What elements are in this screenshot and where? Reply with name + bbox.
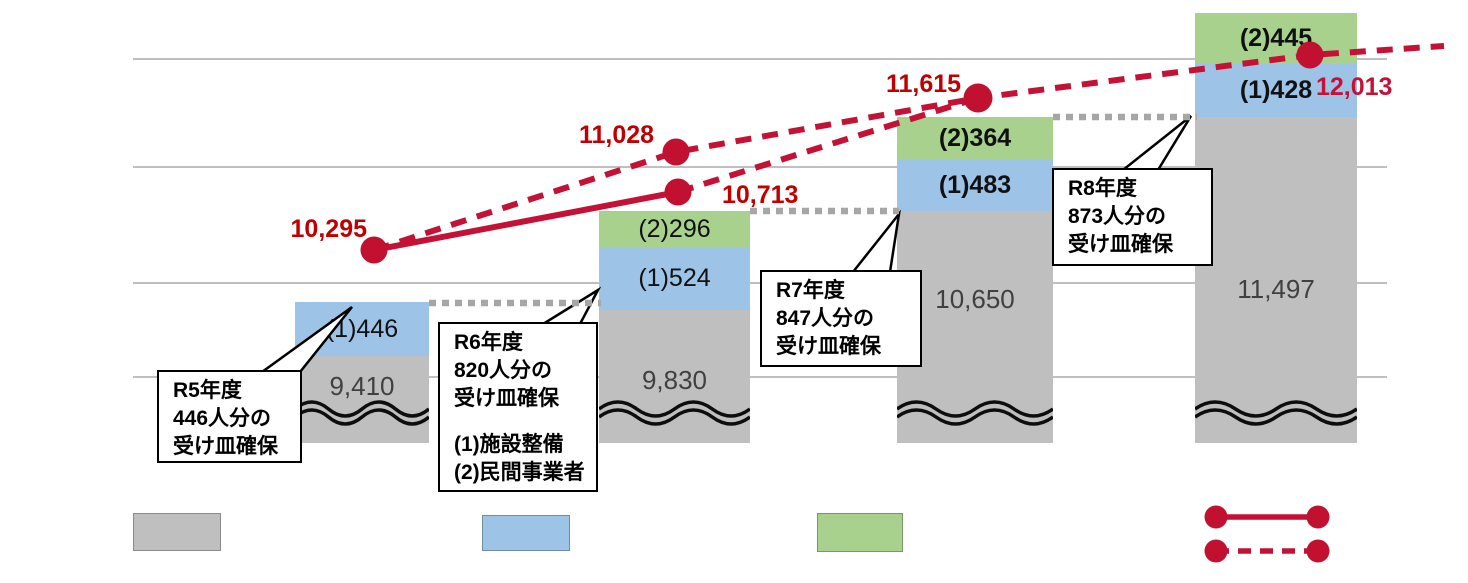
- solid-trend-line: [373, 189, 679, 253]
- callout-line: 受け皿確保: [1068, 233, 1173, 256]
- callout-line: 873人分の: [1068, 205, 1167, 228]
- data-point-dot: [963, 83, 993, 113]
- callout-r5: R5年度 446人分の 受け皿確保: [157, 370, 302, 463]
- callout-note: (2)民間事業者: [454, 461, 585, 484]
- legend-green-swatch: [817, 513, 903, 552]
- callout-line: 446人分の: [173, 407, 272, 430]
- callout-line: R5年度: [173, 379, 242, 402]
- data-point-dot: [360, 236, 388, 264]
- segment-label: (2)364: [938, 123, 1012, 152]
- axis-break-icon: [1195, 400, 1357, 426]
- data-point-dot: [662, 138, 690, 166]
- legend-gray-swatch: [133, 513, 221, 551]
- bar-r6-green-segment: (2)296: [599, 211, 750, 247]
- callout-r6: R6年度 820人分の 受け皿確保 (1)施設整備 (2)民間事業者: [438, 322, 598, 492]
- callout-line: 受け皿確保: [173, 435, 278, 458]
- axis-break-icon: [295, 400, 429, 426]
- bar-r8-blue-segment: (1)428: [1195, 64, 1357, 117]
- data-point-dot: [664, 178, 692, 206]
- callout-r7: R7年度 847人分の 受け皿確保: [760, 270, 922, 367]
- callout-line: 820人分の: [454, 359, 553, 382]
- bar-r7-blue-segment: (1)483: [897, 159, 1053, 211]
- callout-line: 受け皿確保: [776, 335, 881, 358]
- bar-r7-green-segment: (2)364: [897, 117, 1053, 159]
- callout-line: R8年度: [1068, 177, 1137, 200]
- bar-r8-gray-segment: 11,497: [1195, 117, 1357, 443]
- callout-r8: R8年度 873人分の 受け皿確保: [1052, 168, 1213, 266]
- bar-r5-gray-segment: 9,410: [295, 356, 429, 443]
- segment-label: (1)428: [1239, 76, 1313, 104]
- line-value-label: 10,713: [722, 181, 799, 209]
- data-point-dot: [1296, 41, 1324, 69]
- segment-label: (1)483: [938, 170, 1012, 199]
- bar-total-label: 10,650: [935, 284, 1015, 314]
- bar-total-label: 11,497: [1237, 274, 1315, 304]
- axis-break-icon: [897, 400, 1053, 426]
- legend-blue-swatch: [482, 515, 570, 551]
- segment-label: (1)524: [638, 264, 711, 292]
- callout-note: (1)施設整備: [454, 433, 564, 456]
- bar-r6-blue-segment: (1)524: [599, 247, 750, 310]
- bar-total-label: 9,830: [641, 365, 708, 395]
- line-value-label: 12,013: [1316, 73, 1393, 101]
- axis-break-icon: [599, 400, 750, 426]
- bar-total-label: 9,410: [329, 371, 395, 401]
- line-value-label: 11,615: [886, 70, 962, 98]
- callout-line: 847人分の: [776, 307, 875, 330]
- line-value-label: 10,295: [290, 215, 367, 243]
- callout-line: R6年度: [454, 331, 523, 354]
- grid-line-1: [133, 58, 1387, 60]
- legend-dashed-line-icon: [1204, 539, 1330, 563]
- callout-line: 受け皿確保: [454, 387, 559, 410]
- callout-line: R7年度: [776, 279, 845, 302]
- legend-solid-line-icon: [1204, 505, 1330, 529]
- segment-label: (2)296: [638, 214, 711, 243]
- line-value-label: 11,028: [579, 121, 655, 149]
- grid-line-4: [133, 376, 1387, 378]
- bar-r6-gray-segment: 9,830: [599, 310, 750, 443]
